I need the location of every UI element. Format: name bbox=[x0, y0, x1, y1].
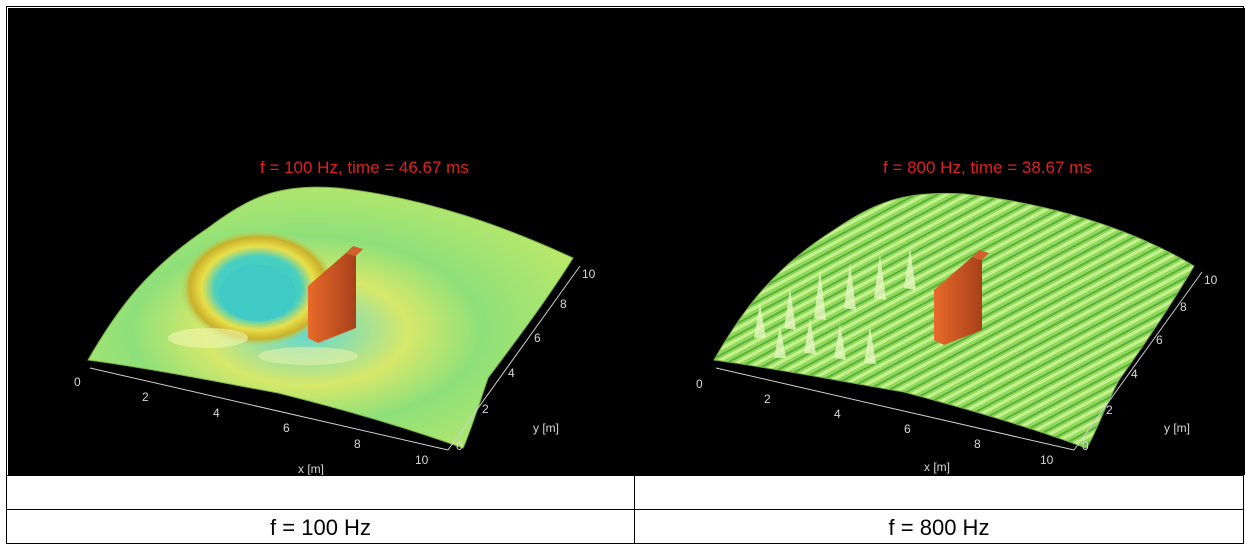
y-tick: 4 bbox=[1131, 367, 1138, 381]
y-tick: 2 bbox=[1106, 403, 1113, 417]
y-tick: 6 bbox=[534, 331, 541, 345]
x-tick: 0 bbox=[696, 377, 703, 391]
x-tick: 8 bbox=[974, 437, 981, 451]
plot-title: f = 100 Hz, time = 46.67 ms bbox=[260, 158, 469, 177]
simulation-panel-100hz: f = 100 Hz, time = 46.67 ms bbox=[8, 8, 634, 475]
y-tick: 0 bbox=[1082, 439, 1089, 453]
caption-cell-left: f = 100 Hz bbox=[6, 509, 635, 544]
wave-spikes bbox=[754, 248, 916, 364]
x-tick: 6 bbox=[904, 422, 911, 436]
y-tick: 2 bbox=[482, 402, 489, 416]
x-axis-label: x [m] bbox=[298, 462, 324, 475]
x-tick: 0 bbox=[74, 375, 81, 389]
y-tick: 8 bbox=[1180, 300, 1187, 314]
y-axis bbox=[447, 265, 581, 451]
surface-plot-800hz: 0 2 4 6 8 10 0 2 4 6 8 10 x [m] y [m] bbox=[696, 192, 1218, 474]
x-tick: 10 bbox=[1040, 453, 1054, 467]
x-tick: 8 bbox=[354, 437, 361, 451]
y-axis-label: y [m] bbox=[1164, 421, 1190, 435]
x-tick: 4 bbox=[213, 406, 220, 420]
x-tick: 2 bbox=[142, 390, 149, 404]
caption: f = 100 Hz bbox=[270, 515, 371, 540]
caption-cell-right: f = 800 Hz bbox=[634, 509, 1244, 544]
simulation-panel-800hz: f = 800 Hz, time = 38.67 ms bbox=[634, 8, 1245, 475]
empty-cell-right bbox=[634, 475, 1244, 510]
surface-plot-100hz: 0 2 4 6 8 10 0 2 4 6 8 10 x [m] y [m] bbox=[74, 186, 596, 475]
y-tick: 10 bbox=[582, 267, 596, 281]
x-axis-label: x [m] bbox=[924, 460, 950, 474]
caption: f = 800 Hz bbox=[888, 515, 990, 540]
x-tick: 6 bbox=[283, 421, 290, 435]
x-axis bbox=[715, 367, 1075, 451]
barrier-wall bbox=[308, 253, 356, 343]
x-axis bbox=[89, 367, 449, 451]
y-tick: 10 bbox=[1204, 273, 1218, 287]
barrier-wall bbox=[934, 257, 982, 345]
y-axis bbox=[1073, 271, 1203, 451]
y-tick: 6 bbox=[1156, 333, 1163, 347]
y-axis-label: y [m] bbox=[533, 421, 559, 435]
y-tick: 0 bbox=[456, 439, 463, 453]
plot-title: f = 800 Hz, time = 38.67 ms bbox=[883, 158, 1092, 177]
empty-cell-left bbox=[6, 475, 635, 510]
wave-trough bbox=[220, 265, 296, 321]
y-tick: 8 bbox=[560, 297, 567, 311]
x-tick: 10 bbox=[415, 453, 429, 467]
x-tick: 4 bbox=[834, 407, 841, 421]
y-tick: 4 bbox=[508, 366, 515, 380]
x-tick: 2 bbox=[764, 392, 771, 406]
